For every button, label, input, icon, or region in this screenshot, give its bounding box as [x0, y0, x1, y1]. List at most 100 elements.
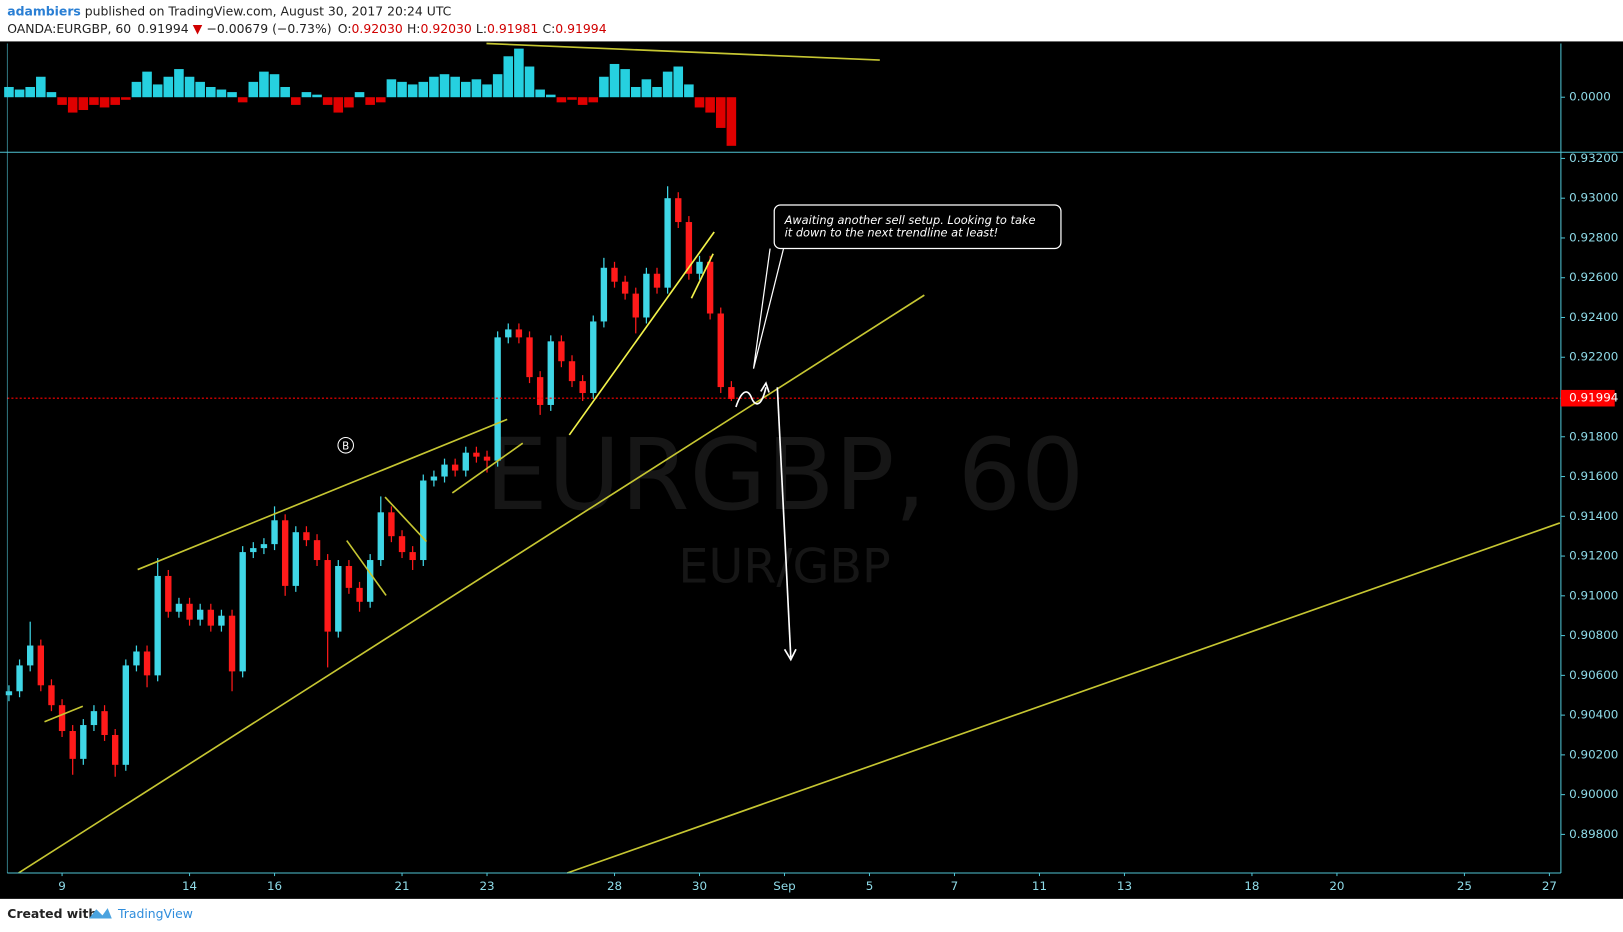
ohlc-value: 0.91994	[555, 20, 606, 35]
candle-body	[111, 734, 119, 765]
candle-body	[122, 665, 129, 765]
marks	[4, 48, 1561, 777]
ohlc-value: 0.91981	[487, 20, 538, 35]
histogram-bar	[78, 97, 89, 111]
trendline	[137, 418, 508, 571]
histogram-bar	[397, 81, 407, 98]
histogram-bar	[237, 97, 248, 103]
candle-body	[271, 520, 278, 545]
histogram-bar	[46, 92, 57, 98]
histogram-bar	[322, 97, 333, 105]
arrow-head	[760, 381, 770, 393]
histogram-bar	[344, 97, 354, 108]
histogram-bar	[99, 97, 110, 108]
y-tick-label: 0.93200	[1569, 151, 1618, 165]
histogram-bar	[577, 97, 588, 105]
y-tick-label: 0.91000	[1569, 588, 1618, 602]
candle-body	[228, 615, 236, 672]
candle-body	[388, 512, 395, 537]
marker-circle	[337, 437, 354, 454]
candle-body	[48, 685, 55, 706]
candle-body	[90, 711, 98, 726]
watermark: EURGBP, 60	[485, 418, 1084, 533]
histogram-bar	[142, 71, 152, 98]
candle-body	[366, 560, 374, 602]
candle-body	[175, 603, 183, 612]
histogram-bar	[460, 81, 471, 98]
histogram-bar	[4, 86, 14, 98]
histogram-bar	[450, 76, 460, 98]
candle-body	[643, 273, 650, 318]
candle-body	[728, 387, 735, 399]
histogram-bar	[503, 56, 514, 98]
callout-text: it down to the next trendline at least!	[785, 225, 999, 239]
histogram-bar	[376, 97, 386, 103]
candle-body	[505, 329, 512, 338]
histogram-bar	[184, 76, 195, 98]
trendline	[384, 496, 428, 543]
candle-body	[600, 267, 608, 322]
callout-box	[773, 204, 1062, 250]
wave-path	[735, 387, 767, 408]
candle-body	[37, 645, 45, 686]
candle-body	[313, 540, 321, 561]
callout-text: Awaiting another sell setup. Looking to …	[784, 213, 1036, 227]
candle-body	[494, 337, 501, 461]
histogram-bar	[14, 89, 25, 98]
candle-body	[526, 337, 533, 378]
y-tick-label: 0.91200	[1569, 549, 1618, 563]
histogram-bar	[514, 48, 524, 98]
histogram-bar	[131, 81, 142, 98]
footer-brand[interactable]: TradingView	[117, 906, 193, 921]
candle-body	[611, 267, 618, 282]
histogram-bar	[556, 97, 567, 103]
ohlc-label: O:	[338, 20, 352, 35]
histogram-bar	[524, 66, 535, 98]
x-tick-label: 9	[58, 879, 66, 893]
candle-body	[27, 645, 34, 666]
histogram-bar	[110, 97, 120, 105]
candle-body	[260, 544, 268, 549]
histogram-bar	[673, 66, 684, 98]
candle-body	[675, 198, 682, 223]
y-tick-label: 0.90600	[1569, 668, 1618, 682]
y-tick-label: 0.91800	[1569, 429, 1618, 443]
x-tick-label: 21	[394, 879, 409, 893]
candle-body	[292, 532, 299, 586]
histogram-bar	[694, 97, 705, 108]
y-tick-label: 0.90800	[1569, 628, 1618, 642]
published: published on TradingView.com, August 30,…	[81, 3, 452, 18]
x-tick-label: 7	[951, 879, 959, 893]
candle-body	[547, 341, 554, 405]
y-tick-label: 0.92400	[1569, 310, 1618, 324]
y-tick-label: 0.0000	[1569, 90, 1611, 104]
candle-body	[154, 575, 161, 676]
x-tick-label: Sep	[773, 879, 795, 893]
histogram-bar	[216, 89, 227, 98]
histogram-bar	[662, 71, 673, 98]
ohlc-label: C:	[542, 20, 555, 35]
x-tick-label: 20	[1329, 879, 1344, 893]
histogram-bar	[206, 86, 216, 98]
candle-body	[143, 651, 151, 676]
candle-body	[483, 456, 491, 461]
symbol: OANDA:EURGBP, 60	[7, 20, 131, 35]
candle-body	[441, 464, 448, 477]
author[interactable]: adambiers	[7, 3, 81, 18]
histogram-bar	[195, 81, 205, 98]
candle-body	[303, 532, 310, 541]
candle-body	[706, 261, 714, 314]
histogram-bar	[620, 69, 630, 98]
candle-body	[324, 560, 331, 632]
histogram-bar	[726, 97, 737, 146]
candle-body	[133, 651, 140, 666]
ohlc-label: L:	[476, 20, 487, 35]
y-tick-label: 0.92200	[1569, 350, 1618, 364]
ohlc-label: H:	[407, 20, 421, 35]
y-tick-label: 0.90200	[1569, 747, 1618, 761]
histogram-bar	[439, 74, 450, 98]
x-tick-label: 23	[479, 879, 494, 893]
candle-body	[377, 512, 384, 561]
candle-body	[250, 548, 257, 553]
callout-pointer	[752, 248, 785, 369]
